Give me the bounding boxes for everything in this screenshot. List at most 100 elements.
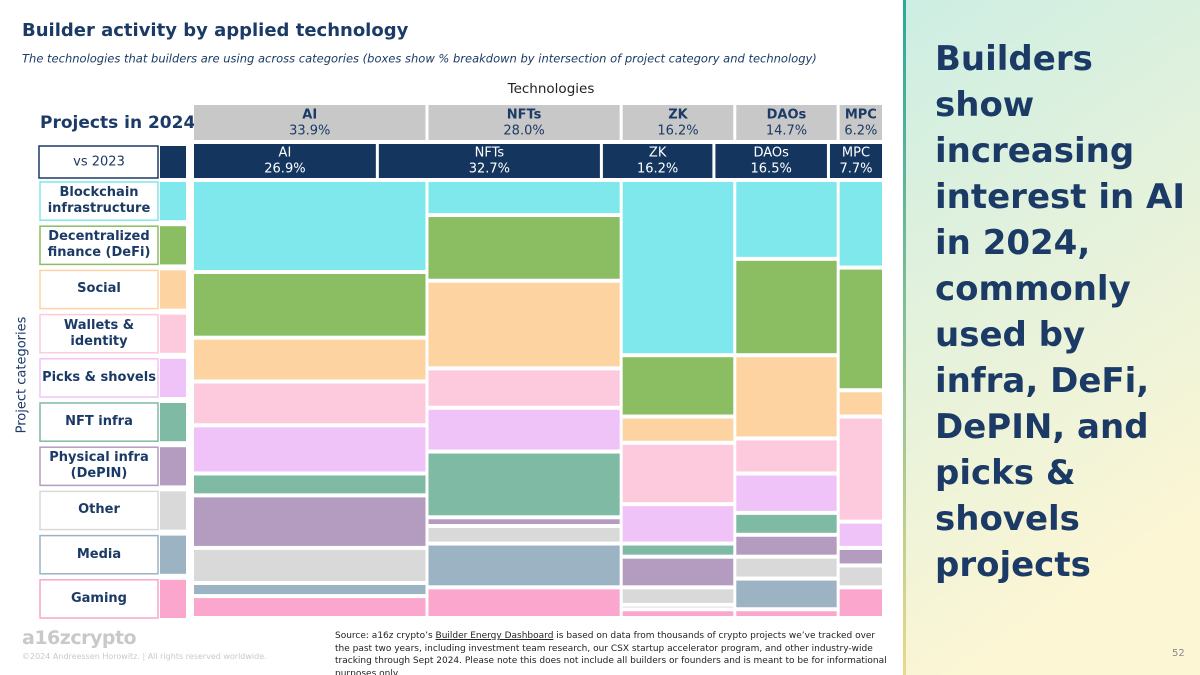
tech-header-2023 bbox=[378, 144, 600, 178]
tech-share: 28.0% bbox=[503, 124, 544, 139]
tech-name: ZK bbox=[668, 108, 688, 123]
compare-label: vs 2023 bbox=[73, 155, 125, 170]
tech-header bbox=[428, 105, 620, 140]
legend-box bbox=[39, 579, 159, 619]
segment bbox=[194, 497, 426, 546]
legend-label: Picks & shovels bbox=[42, 369, 156, 385]
legend-box bbox=[39, 402, 159, 442]
tech-header-2023 bbox=[602, 144, 713, 178]
segment bbox=[622, 558, 734, 586]
legend-label: Wallets & identity bbox=[63, 317, 135, 349]
tech-header bbox=[194, 105, 426, 140]
tech-header-2023 bbox=[715, 144, 827, 178]
tech-name: DAOs bbox=[767, 108, 807, 123]
segment bbox=[839, 589, 882, 616]
legend-swatch bbox=[160, 182, 186, 221]
tech-header bbox=[736, 105, 837, 140]
segment bbox=[194, 598, 426, 616]
tech-name-2023: DAOs bbox=[753, 146, 789, 161]
segment bbox=[839, 392, 882, 415]
legend-swatch bbox=[160, 314, 186, 353]
segment bbox=[622, 589, 734, 603]
segment bbox=[839, 418, 882, 520]
segment bbox=[194, 182, 426, 270]
tech-header bbox=[622, 105, 734, 140]
tech-share: 14.7% bbox=[766, 124, 807, 139]
tech-header-2023 bbox=[829, 144, 882, 178]
source-prefix: Source: a16z crypto’s bbox=[335, 631, 433, 641]
tech-header bbox=[839, 105, 882, 140]
tech-name: NFTs bbox=[507, 108, 542, 123]
y-axis-label: Project categories bbox=[15, 316, 30, 433]
legend-swatch bbox=[160, 403, 186, 442]
segment bbox=[622, 357, 734, 415]
logo: a16zcrypto bbox=[22, 627, 137, 649]
legend-box bbox=[39, 313, 159, 354]
legend-swatch bbox=[160, 491, 186, 530]
segment bbox=[194, 339, 426, 380]
segment bbox=[428, 519, 620, 525]
segment bbox=[428, 182, 620, 214]
source-note: Source: a16z crypto’s Builder Energy Das… bbox=[335, 630, 891, 675]
legend-swatch bbox=[160, 226, 186, 265]
segment bbox=[839, 549, 882, 564]
segment bbox=[736, 580, 837, 608]
tech-name-2023: MPC bbox=[842, 146, 870, 161]
tech-name: MPC bbox=[845, 108, 877, 123]
legend-label: Other bbox=[78, 502, 120, 518]
legend-box bbox=[39, 446, 159, 487]
copyright: ©2024 Andreessen Horowitz. | All rights … bbox=[22, 652, 267, 661]
segment bbox=[194, 383, 426, 424]
segment bbox=[839, 523, 882, 546]
segment bbox=[736, 514, 837, 533]
tech-share-2023: 7.7% bbox=[839, 162, 872, 177]
segment bbox=[736, 475, 837, 511]
segment bbox=[622, 545, 734, 555]
segment bbox=[839, 567, 882, 586]
legend-box bbox=[39, 534, 159, 575]
segment bbox=[428, 409, 620, 450]
legend-label: Physical infra (DePIN) bbox=[49, 450, 149, 482]
legend-swatch bbox=[160, 535, 186, 574]
segment bbox=[194, 475, 426, 494]
segment bbox=[428, 217, 620, 279]
legend-label: Social bbox=[77, 281, 121, 297]
legend-swatch bbox=[160, 447, 186, 486]
segment bbox=[622, 418, 734, 441]
legend-label: Blockchain infrastructure bbox=[47, 185, 151, 217]
segment bbox=[194, 273, 426, 336]
legend-box bbox=[39, 490, 159, 531]
tech-name-2023: ZK bbox=[649, 146, 667, 161]
segment bbox=[622, 182, 734, 354]
segment bbox=[736, 182, 837, 257]
source-link[interactable]: Builder Energy Dashboard bbox=[435, 631, 554, 641]
segment bbox=[736, 440, 837, 472]
segment bbox=[428, 545, 620, 586]
legend-label: Gaming bbox=[70, 590, 127, 606]
legend-swatch bbox=[160, 579, 186, 618]
tech-share: 6.2% bbox=[844, 124, 877, 139]
legend-box bbox=[39, 225, 159, 266]
tech-share-2023: 16.5% bbox=[751, 162, 792, 177]
segment bbox=[736, 260, 837, 354]
row-label: Projects in 2024 bbox=[40, 113, 195, 133]
page-number: 52 bbox=[1172, 648, 1185, 659]
legend-swatch bbox=[160, 358, 186, 397]
tech-share-2023: 26.9% bbox=[264, 162, 305, 177]
segment bbox=[428, 370, 620, 406]
panel-edge bbox=[903, 0, 906, 675]
legend-label: Media bbox=[76, 546, 122, 562]
tech-share: 33.9% bbox=[289, 124, 330, 139]
segment bbox=[428, 453, 620, 516]
legend-box bbox=[39, 358, 159, 398]
segment bbox=[839, 269, 882, 389]
compare-swatch bbox=[160, 146, 186, 178]
tech-share-2023: 16.2% bbox=[637, 162, 678, 177]
legend-box bbox=[39, 181, 159, 221]
segment bbox=[736, 558, 837, 577]
tech-name-2023: NFTs bbox=[475, 146, 505, 161]
chart-subtitle: The technologies that builders are using… bbox=[22, 52, 817, 66]
segment bbox=[428, 282, 620, 367]
